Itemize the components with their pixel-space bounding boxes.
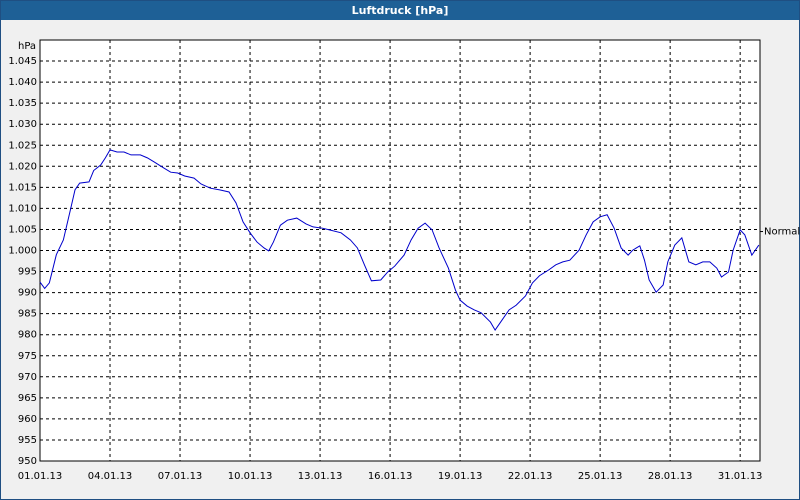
x-tick-label: 01.01.13 [18, 471, 63, 482]
y-tick-label: 990 [18, 288, 37, 299]
y-tick-label: 980 [18, 330, 37, 341]
y-tick-label: 1.000 [8, 246, 37, 257]
y-tick-label: 1.005 [8, 224, 37, 235]
y-tick-label: 995 [18, 267, 37, 278]
normal-label: Normal [764, 227, 800, 238]
y-tick-label: 965 [18, 393, 37, 404]
plot-border [39, 39, 761, 462]
y-tick-label: 1.035 [8, 98, 37, 109]
y-tick-label: 1.025 [8, 140, 37, 151]
x-tick-label: 16.01.13 [368, 471, 413, 482]
x-tick-label: 31.01.13 [718, 471, 763, 482]
data-line [39, 149, 760, 331]
y-tick-label: 1.010 [8, 203, 37, 214]
x-tick-label: 04.01.13 [88, 471, 133, 482]
x-tick-label: 10.01.13 [228, 471, 273, 482]
y-tick-label: 1.020 [8, 161, 37, 172]
y-tick-label: 960 [18, 414, 37, 425]
y-tick-label: 970 [18, 372, 37, 383]
y-tick-label: 1.040 [8, 77, 37, 88]
x-tick-label: 19.01.13 [438, 471, 483, 482]
x-tick-label: 28.01.13 [648, 471, 693, 482]
y-tick-label: 955 [18, 435, 37, 446]
x-tick-label: 25.01.13 [578, 471, 623, 482]
y-tick-label: 985 [18, 309, 37, 320]
x-tick-label: 22.01.13 [508, 471, 553, 482]
y-tick-label: 950 [18, 456, 37, 467]
title-bar [1, 1, 799, 20]
y-axis-label: hPa [18, 41, 36, 52]
y-tick-label: 975 [18, 351, 37, 362]
y-tick-label: 1.045 [8, 56, 37, 67]
y-tick-label: 1.030 [8, 119, 37, 130]
chart-title: Luftdruck [hPa] [352, 4, 449, 17]
x-tick-label: 13.01.13 [298, 471, 343, 482]
x-tick-label: 07.01.13 [158, 471, 203, 482]
y-tick-label: 1.015 [8, 182, 37, 193]
